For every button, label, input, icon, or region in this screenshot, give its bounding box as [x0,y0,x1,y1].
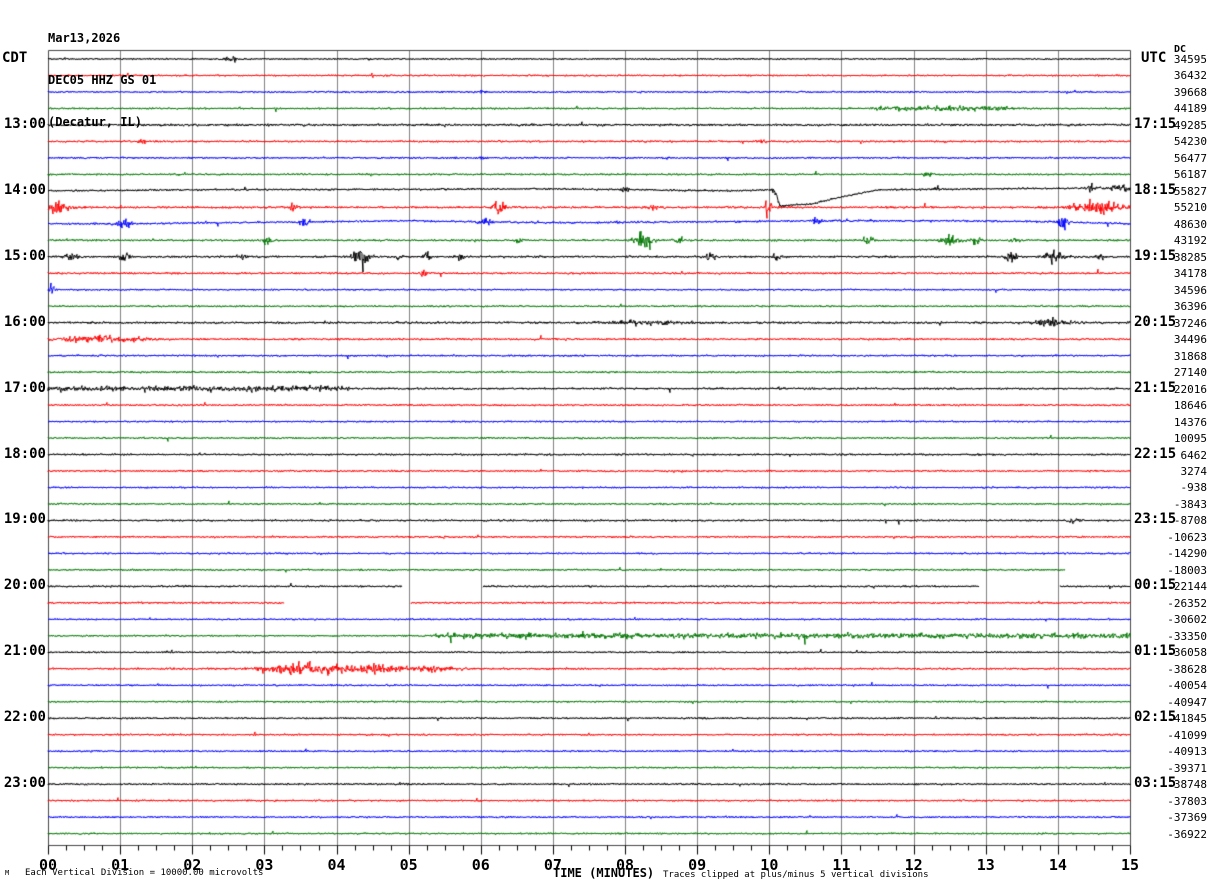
dc-offset-value: 36396 [1173,300,1207,314]
dc-offset-value: 56477 [1173,151,1207,165]
dc-offset-value: 27140 [1173,366,1207,380]
dc-offset-value: -36058 [1167,646,1207,660]
dc-offset-value: -26352 [1167,596,1207,610]
dc-offset-value: -41099 [1167,728,1207,742]
cdt-hour-label: 22:00 [3,709,46,726]
cdt-hour-label: 18:00 [3,445,46,462]
x-axis-tick-label: 14 [1048,856,1067,874]
x-axis-tick-label: 04 [327,856,346,874]
dc-offset-value: -30602 [1167,613,1207,627]
x-axis-tick-label: 00 [38,856,58,874]
utc-hour-label: 17:15 [1134,115,1177,132]
dc-offset-value: 6462 [1180,448,1208,462]
dc-offset-value: 38285 [1173,250,1207,264]
utc-hour-label: 18:15 [1134,181,1177,198]
cdt-hour-label: 19:00 [3,511,46,528]
watermark-m: M [5,869,10,877]
dc-offset-value: 34596 [1173,283,1207,297]
x-axis-tick-label: 13 [976,856,995,874]
station-title-block: Mar13,2026 DEC05 HHZ GS 01 (Decatur, IL) [48,3,156,157]
cdt-hour-label: 21:00 [3,643,46,660]
utc-hour-label: 20:15 [1134,313,1177,330]
x-axis-tick-label: 11 [832,856,851,874]
x-axis-tick-label: 01 [111,856,130,874]
title-station-code: DEC05 HHZ GS 01 [48,73,157,87]
cdt-hour-label: 15:00 [3,247,46,264]
dc-offset-value: 43192 [1173,234,1207,248]
utc-hour-label: 21:15 [1134,379,1177,396]
dc-offset-value: 55210 [1173,201,1207,215]
dc-column-header: DC [1173,44,1186,55]
dc-offset-value: 39668 [1173,85,1207,99]
cdt-hour-label: 14:00 [3,181,46,198]
x-axis-tick-label: 03 [255,856,274,874]
dc-offset-value: -38748 [1167,778,1207,792]
utc-hour-label: 00:15 [1134,577,1177,594]
dc-offset-value: -8708 [1173,514,1207,528]
utc-hour-label: 01:15 [1134,643,1177,660]
dc-offset-value: -38628 [1167,662,1207,676]
dc-offset-value: -22144 [1167,580,1207,594]
dc-offset-value: 34178 [1173,267,1207,281]
utc-hour-label: 23:15 [1134,511,1177,528]
x-axis-tick-label: 12 [904,856,923,874]
dc-offset-value: 31868 [1173,349,1207,363]
dc-offset-value: 55827 [1173,184,1207,198]
x-axis-tick-label: 09 [688,856,707,874]
dc-offset-value: -40947 [1167,695,1207,709]
utc-hour-label: 03:15 [1134,775,1177,792]
x-axis-tick-label: 07 [543,856,562,874]
dc-offset-value: -14290 [1167,547,1207,561]
title-date: Mar13,2026 [48,31,121,45]
dc-offset-value: 34595 [1173,53,1207,66]
dc-offset-value: 3274 [1180,465,1208,478]
dc-offset-value: 48630 [1173,217,1207,231]
cdt-hour-label: 20:00 [3,577,46,594]
dc-offset-value: -33350 [1167,629,1207,643]
dc-offset-value: -37369 [1167,811,1207,825]
dc-offset-value: 10095 [1173,432,1207,446]
clipping-note: Traces clipped at plus/minus 5 vertical … [663,870,929,880]
left-timezone-label: CDT [2,50,28,66]
dc-offset-value: -40054 [1167,679,1207,693]
dc-offset-value: -39371 [1167,761,1207,775]
dc-offset-value: -10623 [1167,530,1207,544]
utc-hour-label: 02:15 [1134,709,1177,726]
x-axis-tick-label: 02 [183,856,202,874]
utc-hour-label: 22:15 [1134,445,1177,462]
cdt-hour-label: 23:00 [3,775,46,792]
x-axis-tick-label: 05 [399,856,418,874]
dc-offset-value: 37246 [1173,316,1207,330]
x-axis-title: TIME (MINUTES) [553,866,655,880]
dc-offset-value: -41845 [1167,712,1207,726]
dc-offset-value: 34496 [1173,333,1207,347]
dc-offset-value: 36432 [1173,69,1207,83]
utc-hour-label: 19:15 [1134,247,1177,264]
dc-offset-value: -36922 [1167,827,1207,841]
dc-offset-value: -18003 [1167,563,1207,577]
dc-offset-value: 54230 [1173,135,1207,149]
dc-offset-value: -938 [1180,481,1208,495]
dc-offset-value: 44189 [1173,102,1207,116]
x-axis-tick-label: 08 [616,856,635,874]
dc-offset-value: 18646 [1173,399,1207,413]
title-location: (Decatur, IL) [48,115,142,129]
right-timezone-label: UTC [1141,50,1167,66]
dc-offset-value: -37803 [1167,794,1207,808]
dc-offset-value: -40913 [1167,745,1207,759]
x-axis-tick-label: 10 [760,856,779,874]
x-axis-tick-label: 15 [1120,856,1140,874]
dc-offset-value: 14376 [1173,415,1207,429]
vertical-division-note: Each Vertical Division = 10000.00 microv… [25,868,264,878]
dc-offset-value: -3843 [1173,497,1207,511]
dc-offset-value: 56187 [1173,168,1207,182]
cdt-hour-label: 17:00 [3,379,46,396]
cdt-hour-label: 13:00 [3,115,46,132]
dc-offset-value: 49285 [1173,118,1207,132]
dc-offset-value: 22016 [1173,382,1207,396]
x-axis-tick-label: 06 [471,856,490,874]
cdt-hour-label: 16:00 [3,313,46,330]
